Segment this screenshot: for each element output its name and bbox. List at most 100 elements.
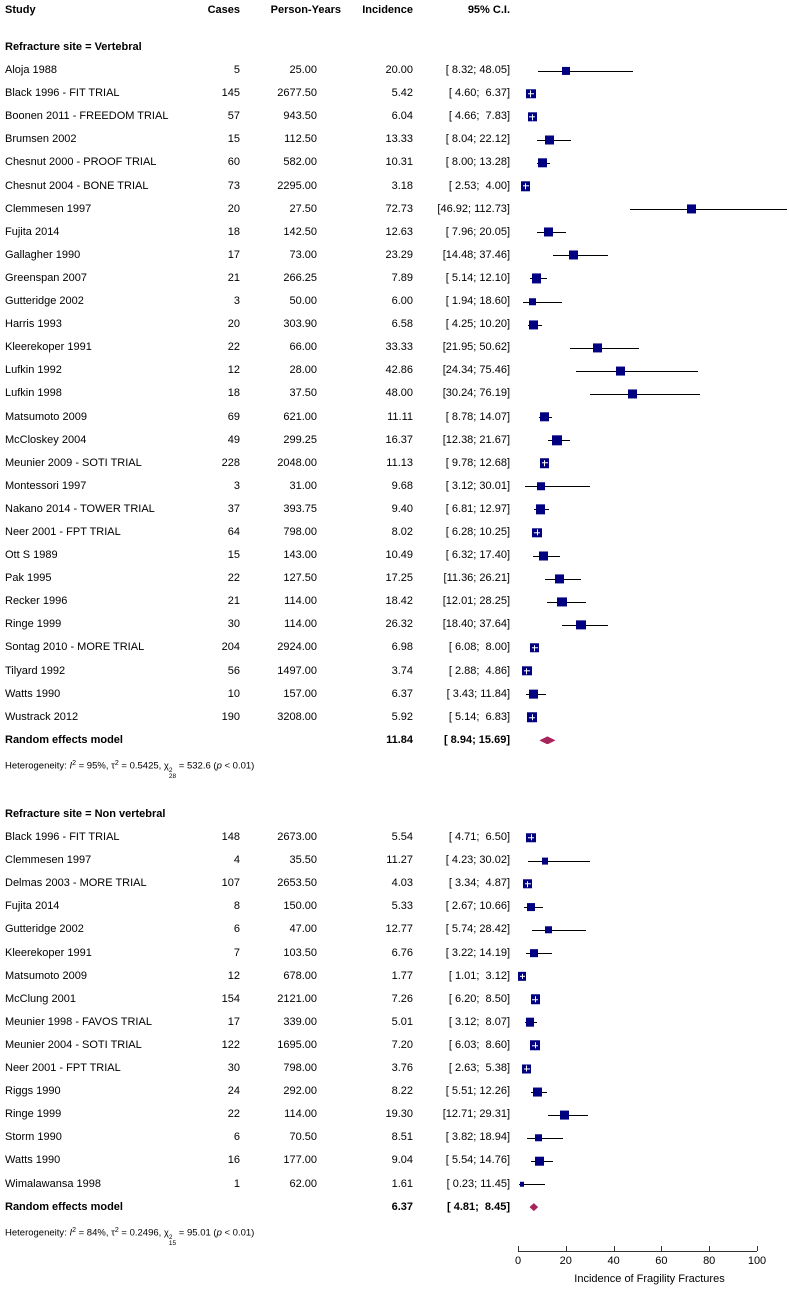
study-row: McCloskey 2004 49 299.25 16.37 [12.38; 21.67…	[0, 429, 789, 452]
study-name-cell: Neer 2001 - FPT TRIAL	[5, 525, 121, 538]
study-row: Gallagher 1990 17 73.00 23.29 [14.48; 37.46]	[0, 244, 789, 267]
incidence-cell: 8.02	[391, 525, 413, 538]
cases-cell: 148	[221, 831, 240, 844]
het-segment: Heterogeneity:	[5, 1227, 70, 1239]
plus-icon	[531, 113, 533, 120]
plus-icon	[530, 90, 532, 97]
cases-cell: 8	[233, 900, 240, 913]
person-years-cell: 2295.00	[277, 179, 317, 192]
study-row: Lufkin 1998 18 37.50 48.00 [30.24; 76.19]	[0, 382, 789, 405]
het-segment: 2	[72, 1226, 76, 1234]
study-name-cell: Lufkin 1998	[5, 387, 62, 400]
superscript: 2	[168, 1234, 173, 1242]
section-gap	[0, 775, 789, 803]
incidence-cell: 48.00	[385, 387, 413, 400]
summary-incidence: 6.37	[391, 1200, 413, 1213]
person-years-cell: 66.00	[289, 341, 317, 354]
het-segment: < 0.01)	[221, 1227, 255, 1239]
forest-plot-cell	[510, 544, 789, 567]
study-row: Boonen 2011 - FREEDOM TRIAL 57 943.50 6.04 […	[0, 105, 789, 128]
ci-cell: [ 5.14; 12.10]	[445, 271, 510, 284]
het-segment: 2	[72, 759, 76, 767]
person-years-cell: 582.00	[283, 156, 317, 169]
estimate-square-icon	[544, 926, 553, 934]
cases-cell: 73	[227, 179, 240, 192]
incidence-cell: 11.27	[386, 854, 413, 867]
plus-icon	[534, 644, 536, 652]
study-name-cell: Fujita 2014	[5, 225, 60, 238]
forest-plot-cell	[510, 1173, 789, 1196]
summary-empty-py	[240, 729, 317, 752]
het-segment: = 95%, τ	[75, 760, 115, 772]
cases-cell: 1	[233, 1177, 240, 1190]
cases-cell: 57	[227, 110, 240, 123]
ci-cell: [ 6.20; 8.50]	[448, 992, 510, 1005]
summary-ci: [ 4.81; 8.45]	[447, 1200, 510, 1213]
study-name-cell: McCloskey 2004	[5, 433, 87, 446]
incidence-cell: 18.42	[385, 595, 413, 608]
forest-plot-cell	[510, 359, 789, 382]
section-header-row: Refracture site = Vertebral	[0, 36, 789, 59]
study-row: Chesnut 2000 - PROOF TRIAL 60 582.00 10.31 […	[0, 151, 789, 174]
axis-tick	[757, 1245, 758, 1251]
study-name-cell: Lufkin 1992	[5, 364, 62, 377]
study-row: Pak 1995 22 127.50 17.25 [11.36; 26.21]	[0, 567, 789, 590]
ci-line	[525, 953, 552, 955]
forest-plot-cell	[510, 452, 789, 475]
cases-cell: 12	[227, 969, 240, 982]
ci-line	[518, 1184, 546, 1186]
study-name-cell: Chesnut 2000 - PROOF TRIAL	[5, 156, 157, 169]
study-name-cell: Clemmesen 1997	[5, 854, 92, 867]
incidence-cell: 3.76	[391, 1062, 413, 1075]
ci-cell: [ 3.34; 4.87]	[448, 877, 510, 890]
person-years-cell: 1497.00	[277, 664, 317, 677]
estimate-square-icon	[522, 1064, 532, 1074]
study-name-cell: Riggs 1990	[5, 1085, 61, 1098]
ci-cell: [11.36; 26.21]	[443, 572, 510, 585]
forest-plot-cell	[510, 1103, 789, 1126]
study-row: Ringe 1999 22 114.00 19.30 [12.71; 29.31]	[0, 1103, 789, 1126]
incidence-cell: 6.00	[391, 295, 413, 308]
study-row: Matsumoto 2009 12 678.00 1.77 [ 1.01; 3.12]	[0, 965, 789, 988]
study-row: Harris 1993 20 303.90 6.58 [ 4.25; 10.20]	[0, 313, 789, 336]
plus-icon	[536, 529, 538, 536]
cases-cell: 22	[227, 1108, 240, 1121]
ci-cell: [ 6.03; 8.60]	[448, 1038, 510, 1051]
ci-cell: [12.71; 29.31]	[442, 1108, 510, 1121]
summary-label: Random effects model	[5, 733, 123, 746]
cases-cell: 30	[227, 618, 240, 631]
ci-cell: [ 3.82; 18.94]	[445, 1131, 510, 1144]
study-name-cell: Gallagher 1990	[5, 248, 81, 261]
study-row: Gutteridge 2002 3 50.00 6.00 [ 1.94; 18.60]	[0, 290, 789, 313]
forest-plot-cell	[510, 105, 789, 128]
study-row: Neer 2001 - FPT TRIAL 30 798.00 3.76 [ 2.63;…	[0, 1057, 789, 1080]
study-name-cell: Black 1996 - FIT TRIAL	[5, 87, 120, 100]
cases-cell: 16	[227, 1154, 240, 1167]
person-years-cell: 50.00	[289, 295, 317, 308]
estimate-square-icon	[628, 389, 638, 399]
study-row: Sontag 2010 - MORE TRIAL 204 2924.00 6.98 [ …	[0, 636, 789, 659]
estimate-square-icon	[541, 857, 549, 865]
incidence-cell: 5.33	[391, 900, 413, 913]
forest-plot-cell	[510, 613, 789, 636]
ci-cell: [ 1.94; 18.60]	[445, 295, 510, 308]
ci-line	[522, 301, 563, 303]
study-name-cell: Kleerekoper 1991	[5, 341, 92, 354]
study-name-cell: Harris 1993	[5, 318, 62, 331]
incidence-cell: 5.01	[391, 1015, 413, 1028]
study-name-cell: Kleerekoper 1991	[5, 946, 92, 959]
incidence-cell: 7.89	[391, 271, 413, 284]
forest-plot-cell	[510, 872, 789, 895]
section-header-row: Refracture site = Non vertebral	[0, 803, 789, 826]
incidence-cell: 1.77	[391, 969, 413, 982]
estimate-square-icon	[576, 620, 586, 630]
person-years-cell: 2673.00	[277, 831, 317, 844]
person-years-cell: 103.50	[283, 946, 317, 959]
x-axis-plot-area: Incidence of Fragility Fractures 0 20 40 60…	[510, 1242, 789, 1299]
ci-cell: [ 6.32; 17.40]	[445, 549, 510, 562]
plus-icon	[534, 996, 536, 1003]
summary-empty-cases	[192, 729, 240, 752]
forest-plot-cell	[510, 382, 789, 405]
